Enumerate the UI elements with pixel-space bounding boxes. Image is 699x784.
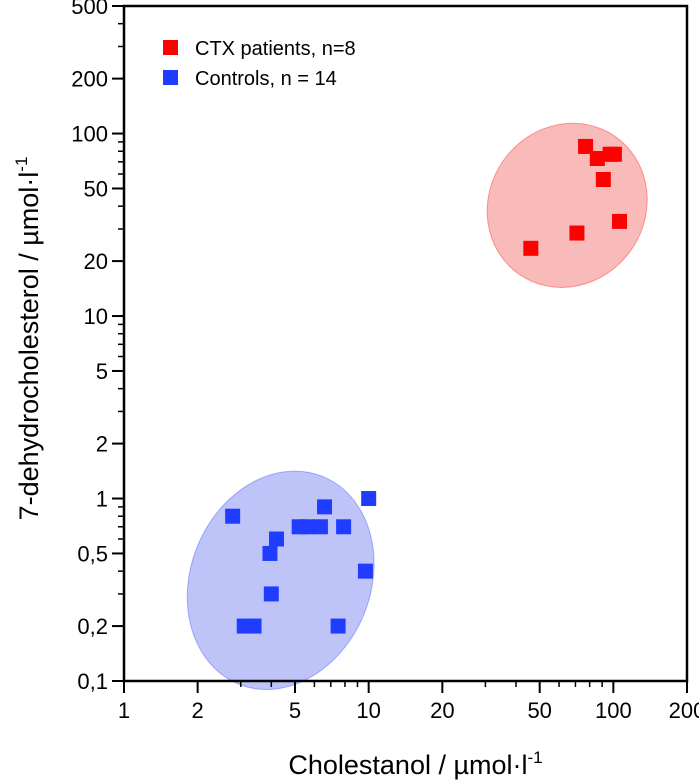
y-tick-label: 0,2 — [77, 614, 108, 639]
legend-label-controls: Controls, n = 14 — [195, 68, 337, 90]
x-tick-label: 5 — [289, 698, 301, 723]
ctx-patient-point — [606, 146, 622, 162]
y-tick-label: 500 — [71, 0, 108, 19]
legend-marker-ctx — [163, 40, 178, 55]
y-tick-label: 100 — [71, 122, 108, 147]
control-point — [317, 499, 333, 515]
data-points — [225, 138, 628, 634]
ctx-patient-point — [595, 172, 611, 188]
x-tick-label: 10 — [356, 698, 380, 723]
control-point — [262, 545, 278, 561]
ctx-patient-point — [612, 213, 628, 229]
y-tick-label: 5 — [96, 359, 108, 384]
ctx-patient-point — [589, 150, 605, 166]
y-tick-label: 0,1 — [77, 669, 108, 694]
y-tick-label: 200 — [71, 67, 108, 92]
control-point — [357, 563, 373, 579]
legend-label-ctx: CTX patients, n=8 — [195, 38, 356, 60]
y-axis-title: 7-dehydrocholesterol / µmol·l-1 — [12, 157, 44, 521]
control-point — [361, 491, 377, 507]
control-point — [268, 531, 284, 547]
x-tick-label: 50 — [527, 698, 551, 723]
control-point — [312, 519, 328, 535]
y-tick-label: 10 — [84, 304, 108, 329]
y-tick-label: 1 — [96, 487, 108, 512]
ellipse-ctx — [486, 122, 648, 288]
control-point — [225, 508, 241, 524]
x-tick-label: 2 — [192, 698, 204, 723]
plot-border — [122, 4, 689, 683]
ctx-patient-point — [569, 225, 585, 241]
x-tick-label: 1 — [118, 698, 130, 723]
control-point — [291, 519, 307, 535]
axis-ticks: 1 2 5 10 20 50 100 200 0,1 0,2 0,5 1 2 5 10 20 50 100 200 5… — [71, 0, 699, 723]
legend: CTX patients, n=8 Controls, n = 14 — [163, 38, 356, 90]
x-tick-label: 20 — [430, 698, 454, 723]
ellipse-controls — [186, 470, 375, 690]
axis-titles: Cholestanol / µmol·l-1 7-dehydrocholester… — [12, 157, 543, 780]
x-axis-title: Cholestanol / µmol·l-1 — [288, 748, 542, 780]
plot-frame — [122, 4, 689, 683]
y-tick-label: 20 — [84, 249, 108, 274]
control-point — [336, 519, 352, 535]
ctx-patient-point — [523, 240, 539, 256]
ctx-patient-point — [578, 138, 594, 154]
control-point — [246, 618, 262, 634]
y-tick-label: 0,5 — [77, 541, 108, 566]
y-tick-label: 50 — [84, 176, 108, 201]
x-tick-label: 100 — [595, 698, 632, 723]
y-tick-label: 2 — [96, 432, 108, 457]
x-tick-label: 200 — [669, 698, 699, 723]
control-point — [263, 586, 279, 602]
control-point — [330, 618, 346, 634]
legend-marker-controls — [163, 70, 178, 85]
